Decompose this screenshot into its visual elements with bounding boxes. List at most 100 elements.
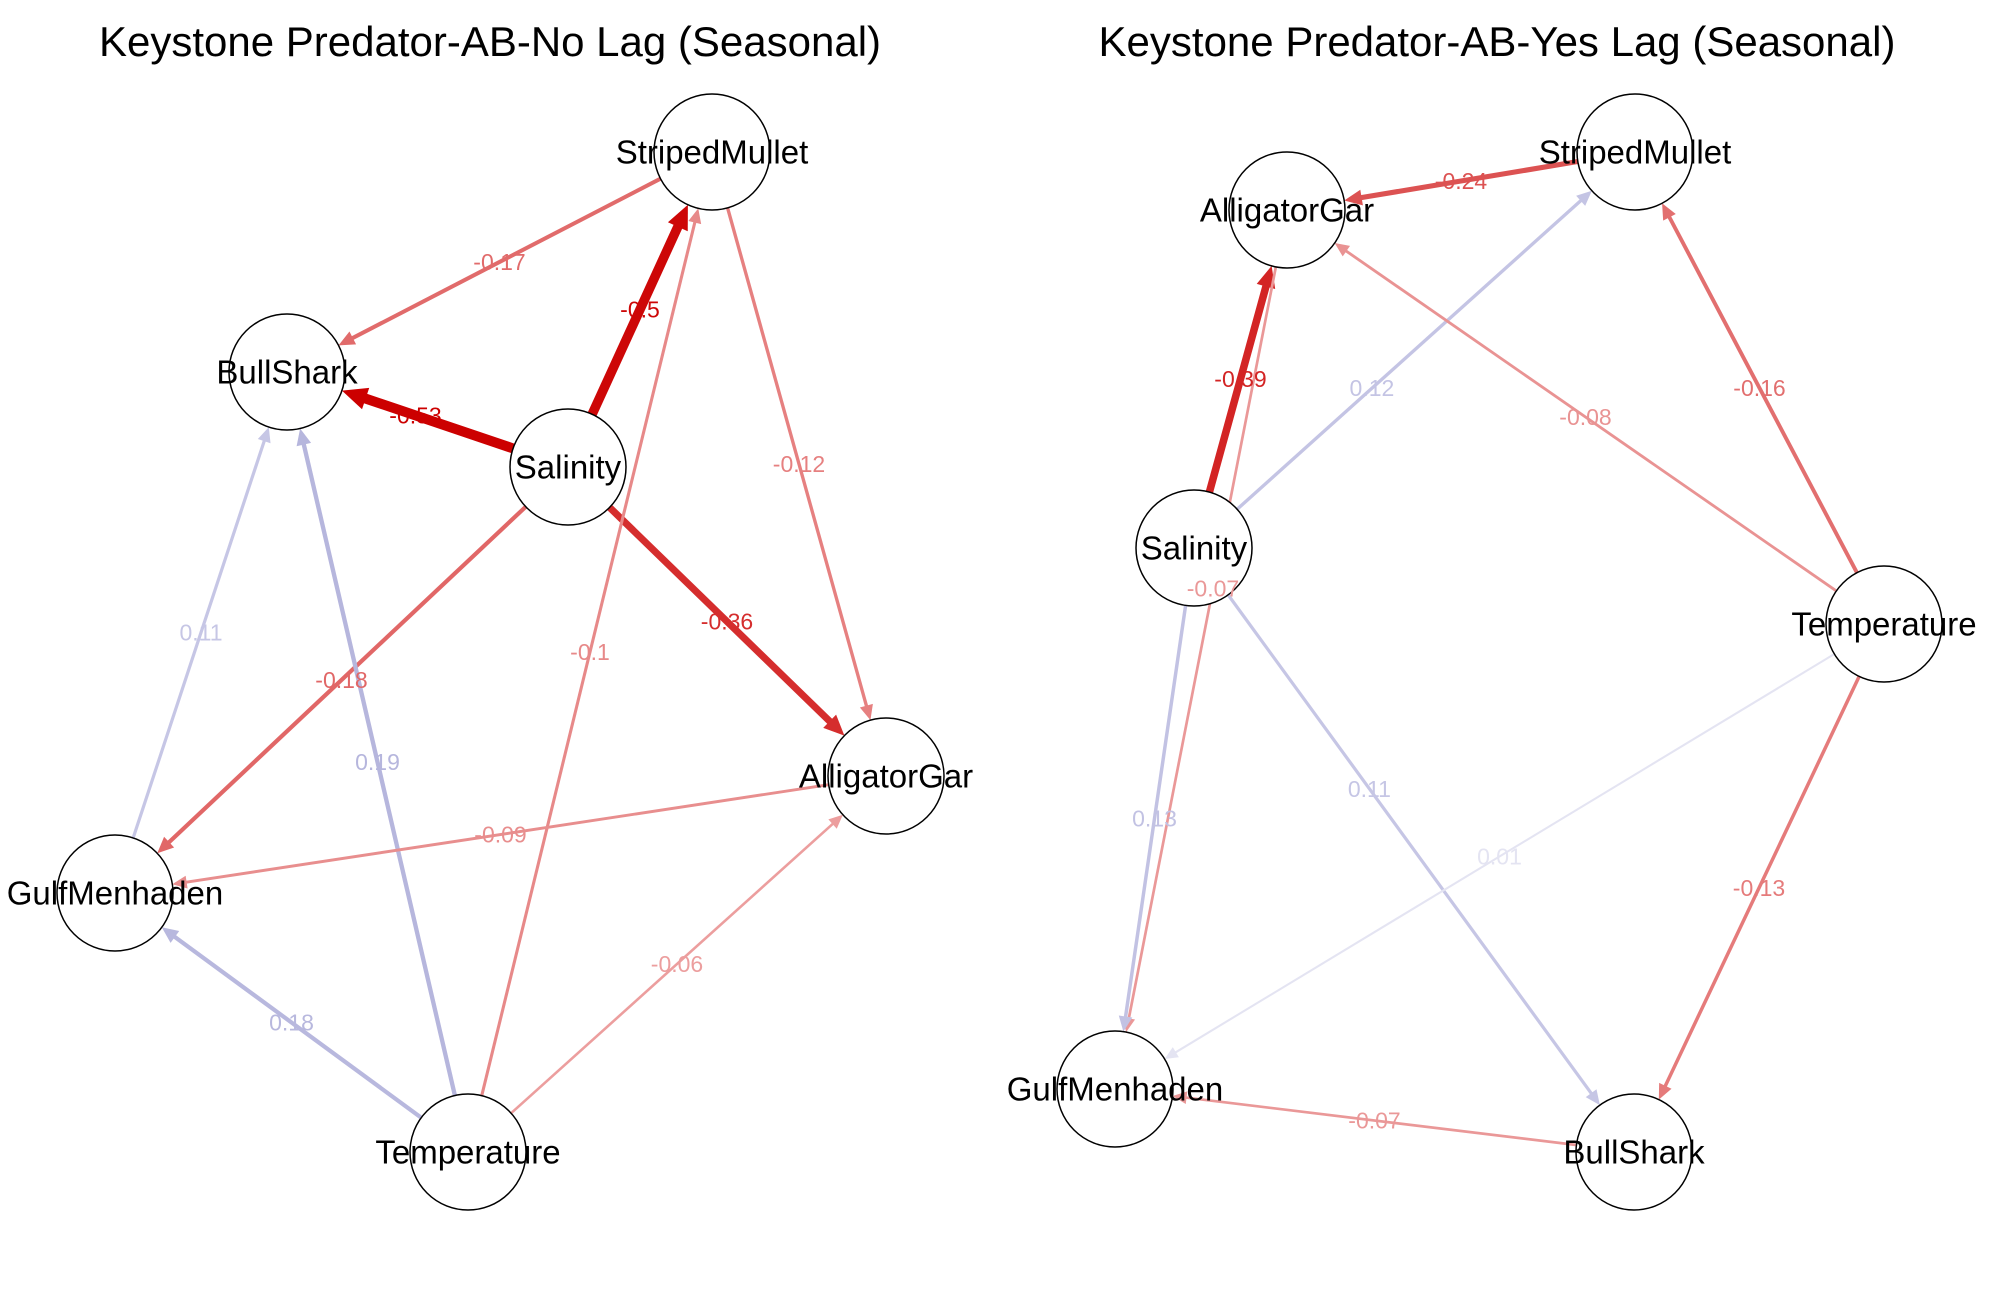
edge-arrowhead-GulfMenhaden-to-BullShark (257, 427, 271, 444)
edge-Temperature-to-StripedMullet (1666, 213, 1859, 574)
edge-arrowhead-Salinity-to-BullShark (341, 387, 370, 410)
node-salinity (1135, 489, 1253, 607)
edge-StripedMullet-to-AlligatorGar (725, 207, 869, 710)
edge-arrowhead-Temperature-to-StripedMullet (1662, 203, 1676, 221)
edge-Salinity-to-BullShark (1226, 593, 1595, 1097)
edge-Temperature-to-AlligatorGar (1343, 248, 1838, 593)
node-label-salinity: Salinity (1141, 530, 1248, 567)
edge-Temperature-to-BullShark (300, 440, 458, 1096)
edge-label: -0.06 (651, 951, 703, 977)
edge-labels-no-lag: -0.17 -0.5 -0.53 -0.12 -0.36 -0.18 0.11 -0.1 0.1… (179, 249, 825, 1036)
edge-Salinity-to-AlligatorGar (1205, 281, 1271, 494)
edge-GulfMenhaden-to-BullShark (131, 437, 267, 839)
edge-arrowhead-Temperature-to-BullShark (1658, 1082, 1672, 1100)
node-gulfmenhaden (56, 834, 174, 952)
edge-arrowhead-Temperature-to-BullShark (296, 428, 312, 447)
node-label-bullshark: BullShark (1563, 1134, 1705, 1171)
edges-no-lag (131, 176, 873, 1120)
edge-arrowhead-Salinity-to-AlligatorGar (1256, 265, 1276, 290)
edge-label: -0.24 (1435, 168, 1488, 194)
edge-label: -0.07 (1187, 575, 1239, 601)
edge-arrowhead-Temperature-to-AlligatorGar (828, 814, 843, 829)
nodes-no-lag: StripedMullet BullShark Salinity AlligatorG… (7, 93, 973, 1211)
edge-StripedMullet-to-BullShark (348, 176, 662, 342)
edge-arrowhead-Salinity-to-StripedMullet (1576, 190, 1592, 206)
edge-label: 0.11 (179, 620, 222, 646)
edge-label: 0.11 (1348, 776, 1391, 802)
edge-Temperature-to-AlligatorGar (510, 821, 836, 1115)
edge-arrowhead-AlligatorGar-to-GulfMenhaden (172, 875, 188, 889)
edge-arrowhead-Temperature-to-GulfMenhaden (161, 927, 180, 943)
edge-label: 0.18 (269, 1010, 314, 1036)
edge-label: -0.18 (315, 667, 367, 693)
node-stripedmullet (653, 93, 771, 211)
edge-Salinity-to-StripedMullet (587, 220, 685, 417)
edge-label: 0.19 (355, 749, 400, 775)
edge-Salinity-to-GulfMenhaden (1123, 605, 1188, 1020)
edge-arrowhead-Temperature-to-AlligatorGar (1334, 243, 1351, 257)
node-temperature (409, 1093, 527, 1211)
node-label-gulfmenhaden: GulfMenhaden (7, 875, 223, 912)
edge-label: -0.5 (620, 297, 660, 323)
edges-yes-lag (1118, 159, 1861, 1147)
edge-arrowhead-StripedMullet-to-BullShark (338, 331, 357, 346)
edge-labels-yes-lag: -0.24 -0.39 0.12 -0.08 -0.16 -0.07 0.13 0.11 0.0… (1132, 168, 1786, 1134)
panel-yes-lag: Keystone Predator-AB-Yes Lag (Seasonal) … (1007, 18, 1977, 1211)
node-alligatorgar (827, 717, 945, 835)
edge-label: -0.16 (1733, 375, 1785, 401)
node-label-alligatorgar: AlligatorGar (799, 758, 973, 795)
edge-StripedMullet-to-AlligatorGar (1357, 159, 1579, 201)
edge-label: -0.17 (473, 249, 525, 275)
node-label-temperature: Temperature (1791, 606, 1976, 643)
node-label-stripedmullet: StripedMullet (616, 134, 809, 171)
edge-arrowhead-StripedMullet-to-AlligatorGar (859, 703, 873, 721)
edge-arrowhead-BullShark-to-GulfMenhaden (1172, 1091, 1188, 1104)
nodes-yes-lag: StripedMullet AlligatorGar Salinity Tempera… (1007, 93, 1977, 1211)
panel-title-yes-lag: Keystone Predator-AB-Yes Lag (Seasonal) (1099, 18, 1896, 65)
panel-no-lag: Keystone Predator-AB-No Lag (Seasonal) S… (7, 18, 973, 1211)
edge-Temperature-to-GulfMenhaden (171, 933, 423, 1120)
edge-arrowhead-Salinity-to-BullShark (1585, 1089, 1600, 1106)
node-label-alligatorgar: AlligatorGar (1200, 192, 1374, 229)
node-label-gulfmenhaden: GulfMenhaden (1007, 1071, 1223, 1108)
node-label-bullshark: BullShark (216, 354, 358, 391)
edge-Temperature-to-StripedMullet (480, 219, 697, 1097)
edge-Salinity-to-AlligatorGar (607, 504, 836, 727)
edge-Salinity-to-GulfMenhaden (165, 505, 528, 846)
node-stripedmullet (1576, 93, 1694, 211)
node-bullshark (1575, 1093, 1693, 1211)
edge-arrowhead-StripedMullet-to-AlligatorGar (1344, 189, 1363, 206)
edge-AlligatorGar-to-GulfMenhaden (1126, 266, 1278, 1022)
node-gulfmenhaden (1056, 1030, 1174, 1148)
edge-arrowhead-Salinity-to-GulfMenhaden (157, 836, 175, 854)
edge-BullShark-to-GulfMenhaden (1183, 1096, 1577, 1147)
edge-Salinity-to-BullShark (359, 392, 515, 454)
node-label-temperature: Temperature (375, 1134, 560, 1171)
node-salinity (509, 408, 627, 526)
edge-arrowhead-Salinity-to-StripedMullet (667, 204, 688, 232)
node-label-salinity: Salinity (515, 449, 622, 486)
edge-Temperature-to-GulfMenhaden (1173, 653, 1835, 1055)
edge-arrowhead-Salinity-to-AlligatorGar (823, 714, 845, 736)
edge-Temperature-to-BullShark (1662, 675, 1861, 1090)
node-alligatorgar (1228, 151, 1346, 269)
edge-arrowhead-Temperature-to-StripedMullet (688, 208, 702, 225)
edge-label: 0.12 (1350, 375, 1395, 401)
edge-label: -0.08 (1559, 404, 1611, 430)
edge-label: -0.53 (389, 402, 441, 428)
edge-label: -0.09 (474, 822, 526, 848)
edge-label: -0.39 (1214, 366, 1266, 392)
edge-arrowhead-Salinity-to-GulfMenhaden (1118, 1015, 1133, 1032)
edge-label: 0.13 (1132, 806, 1177, 832)
panel-title-no-lag: Keystone Predator-AB-No Lag (Seasonal) (99, 18, 881, 65)
edge-AlligatorGar-to-GulfMenhaden (183, 783, 829, 885)
edge-arrowhead-Temperature-to-GulfMenhaden (1164, 1047, 1179, 1059)
edge-label: -0.36 (701, 609, 753, 635)
edge-label: -0.1 (570, 639, 610, 665)
edge-label: -0.13 (1733, 875, 1785, 901)
edge-label: -0.07 (1348, 1108, 1400, 1134)
edge-Salinity-to-StripedMullet (1236, 197, 1585, 511)
node-label-stripedmullet: StripedMullet (1539, 134, 1732, 171)
edge-label: 0.01 (1477, 844, 1522, 870)
